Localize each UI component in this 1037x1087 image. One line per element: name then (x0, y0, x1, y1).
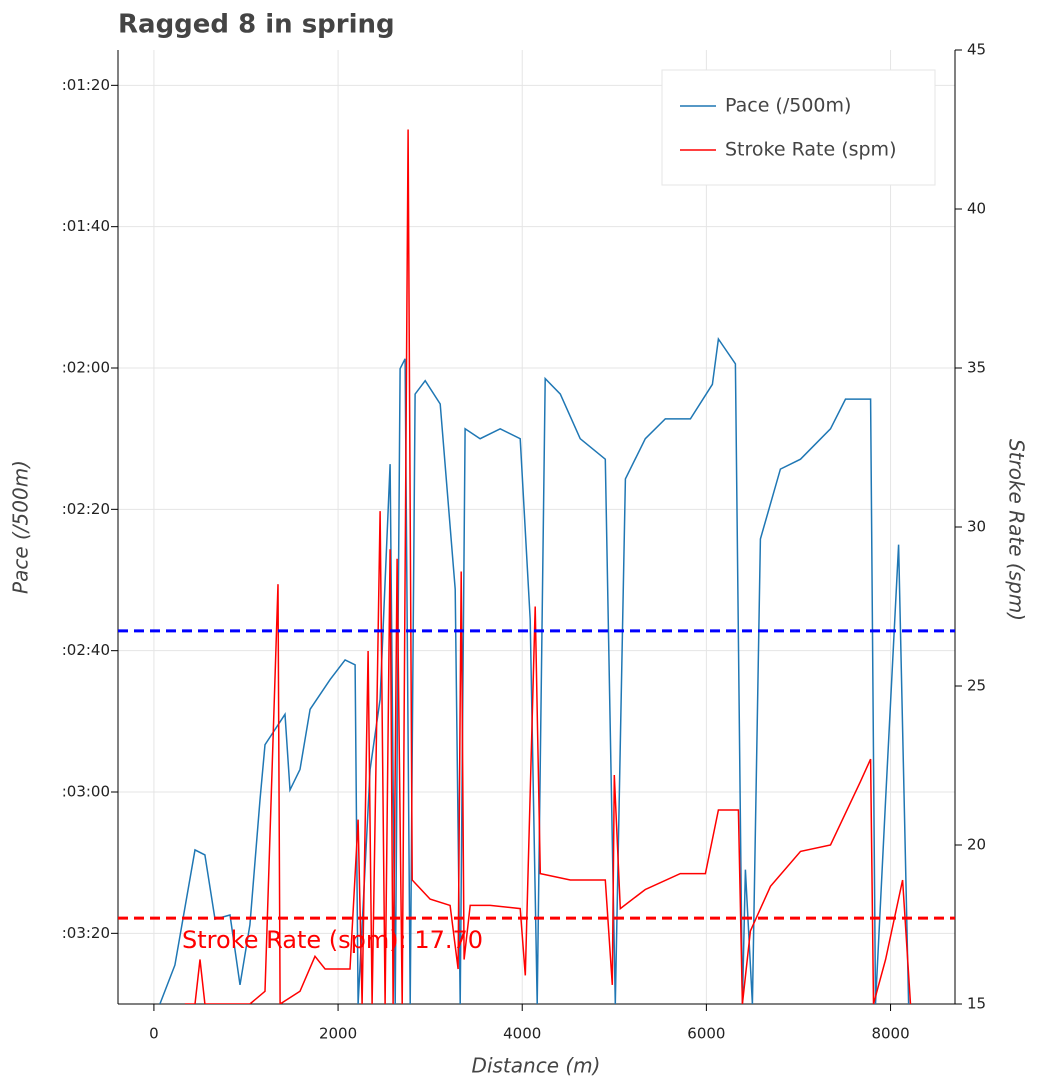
x-tick-label: 0 (149, 1025, 159, 1043)
x-tick-label: 2000 (319, 1025, 357, 1043)
y2-tick-label: 15 (967, 995, 986, 1013)
y-tick-label: :03:20 (62, 924, 110, 942)
y-tick-label: :02:00 (62, 359, 110, 377)
x-tick-label: 6000 (687, 1025, 725, 1043)
chart-title: Ragged 8 in spring (118, 10, 395, 40)
y-tick-label: :02:20 (62, 500, 110, 518)
y2-tick-label: 25 (967, 677, 986, 695)
y2-tick-label: 40 (967, 200, 986, 218)
legend-label: Stroke Rate (spm) (725, 139, 896, 161)
series-line (184, 129, 912, 1004)
legend-label: Pace (/500m) (725, 95, 851, 117)
y-tick-label: :01:20 (62, 76, 110, 94)
x-axis-label: Distance (m) (472, 1054, 601, 1078)
x-tick-label: 4000 (503, 1025, 541, 1043)
y-tick-label: :03:00 (62, 783, 110, 801)
x-tick-label: 8000 (871, 1025, 909, 1043)
y-axis-label: Pace (/500m) (9, 460, 33, 594)
y2-tick-label: 20 (967, 836, 986, 854)
legend-box (661, 69, 936, 186)
y2-tick-label: 35 (967, 359, 986, 377)
plot-area (159, 129, 912, 1004)
annotation: Stroke Rate (spm): 17.70 (182, 926, 483, 954)
y2-axis-label: Stroke Rate (spm) (1005, 439, 1029, 621)
y2-tick-label: 45 (967, 41, 986, 59)
y-tick-label: :01:40 (62, 217, 110, 235)
y-tick-label: :02:40 (62, 641, 110, 659)
series-line (159, 336, 910, 1004)
y2-tick-label: 30 (967, 518, 986, 536)
